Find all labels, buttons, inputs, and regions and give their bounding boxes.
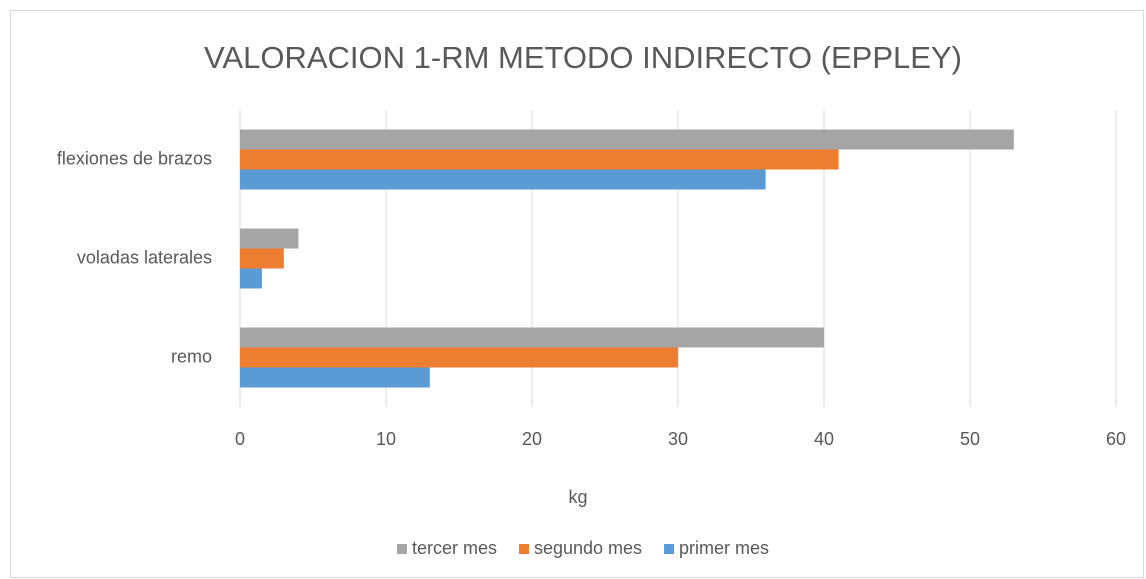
bar — [240, 347, 678, 368]
bar — [240, 327, 824, 348]
y-tick-label: remo — [171, 346, 212, 366]
legend-label: segundo mes — [534, 538, 642, 558]
bar — [240, 268, 262, 289]
bar — [240, 248, 284, 269]
x-tick-label: 0 — [235, 429, 245, 449]
x-tick-label: 10 — [376, 429, 396, 449]
legend-label: tercer mes — [412, 538, 497, 558]
legend-swatch — [664, 544, 675, 554]
x-tick-label: 30 — [668, 429, 688, 449]
bar — [240, 169, 766, 190]
legend-swatch — [396, 544, 407, 554]
y-tick-label: voladas laterales — [77, 247, 212, 267]
chart-title: VALORACION 1-RM METODO INDIRECTO (EPPLEY… — [204, 40, 962, 75]
x-tick-label: 20 — [522, 429, 542, 449]
legend-label: primer mes — [679, 538, 769, 558]
x-tick-label: 50 — [960, 429, 980, 449]
bar — [240, 367, 430, 388]
bar — [240, 228, 299, 249]
bar — [240, 149, 839, 170]
chart-border — [10, 10, 1144, 578]
x-tick-label: 40 — [814, 429, 834, 449]
bar — [240, 129, 1014, 150]
y-tick-label: flexiones de brazos — [57, 148, 212, 168]
x-tick-label: 60 — [1106, 429, 1126, 449]
x-axis-label: kg — [568, 487, 587, 507]
legend-swatch — [518, 544, 529, 554]
